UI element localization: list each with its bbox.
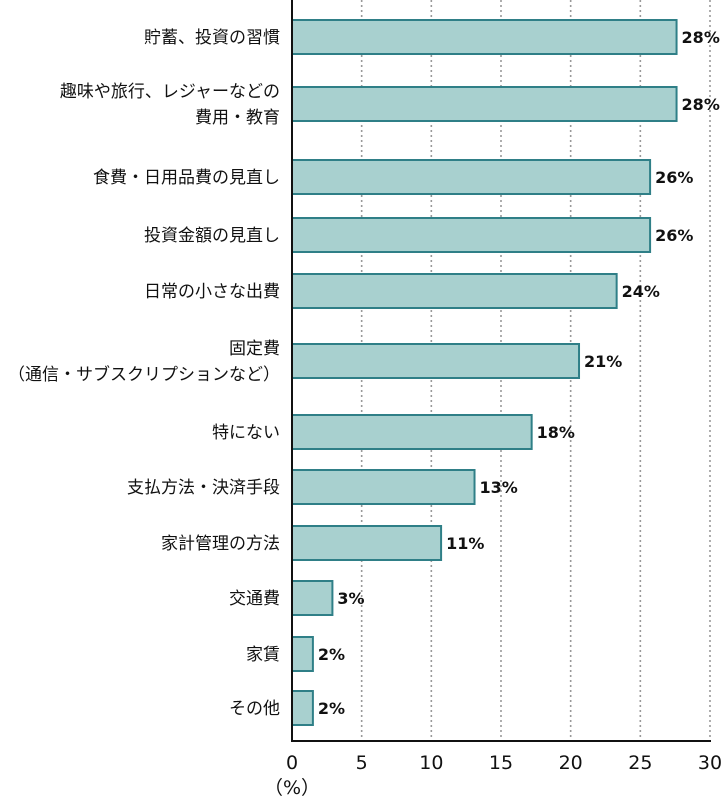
x-tick-label: 30 — [698, 752, 722, 774]
value-label: 2% — [318, 699, 345, 718]
bar — [291, 19, 678, 55]
bar — [291, 217, 652, 253]
bar — [291, 159, 652, 195]
bar — [291, 525, 443, 561]
value-label: 13% — [480, 478, 518, 497]
bar — [291, 273, 618, 309]
category-label: 投資金額の見直し — [144, 226, 280, 246]
value-label: 28% — [682, 95, 720, 114]
value-label: 18% — [537, 423, 575, 442]
value-label: 28% — [682, 28, 720, 47]
category-label: 支払方法・決済手段 — [127, 478, 280, 498]
x-tick-label: 25 — [628, 752, 652, 774]
category-label: 食費・日用品費の見直し — [93, 168, 280, 188]
category-label: その他 — [229, 699, 280, 719]
value-label: 26% — [655, 168, 693, 187]
value-label: 2% — [318, 645, 345, 664]
x-tick-label: 0 — [286, 752, 298, 774]
value-label: 24% — [622, 282, 660, 301]
bar — [291, 343, 581, 379]
bar — [291, 414, 533, 450]
category-label: 趣味や旅行、レジャーなどの — [60, 82, 280, 102]
category-label: 貯蓄、投資の習慣 — [144, 28, 280, 48]
x-tick-label: 5 — [356, 752, 368, 774]
category-label: 日常の小さな出費 — [144, 282, 280, 302]
value-label: 11% — [446, 534, 484, 553]
x-tick-label: 10 — [419, 752, 443, 774]
category-label: 家賃 — [246, 645, 280, 665]
category-label: 家計管理の方法 — [161, 534, 280, 554]
category-label: 固定費 — [229, 339, 280, 359]
x-tick-label: 20 — [559, 752, 583, 774]
bar — [291, 86, 678, 122]
value-label: 21% — [584, 352, 622, 371]
bar — [291, 690, 314, 726]
category-label: 費用・教育 — [195, 108, 280, 128]
bar — [291, 469, 476, 505]
x-axis-label: （%） — [264, 777, 320, 799]
category-label: 特にない — [212, 423, 280, 443]
value-label: 26% — [655, 226, 693, 245]
category-label: （通信・サブスクリプションなど） — [8, 364, 280, 385]
bar — [291, 580, 334, 616]
category-label: 交通費 — [229, 589, 280, 609]
bar — [291, 636, 314, 672]
x-tick-label: 15 — [489, 752, 513, 774]
value-label: 3% — [337, 589, 364, 608]
